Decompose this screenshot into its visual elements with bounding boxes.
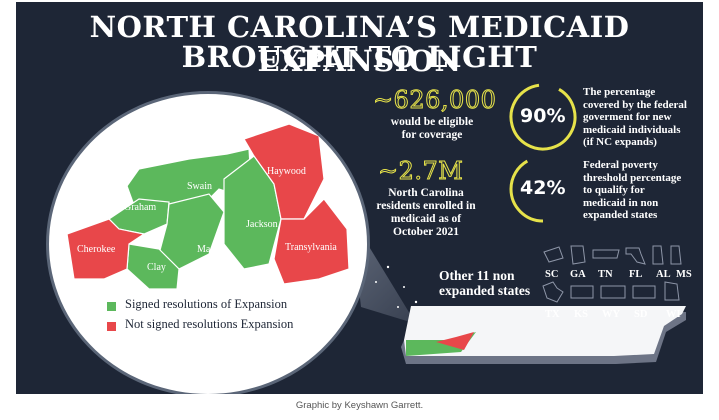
title-line-2: BROUGHT TO LIGHT [181, 40, 538, 74]
county-label-haywood: Haywood [267, 166, 306, 177]
ring-90-text-line: medicaid individuals [583, 123, 681, 136]
state-outlines-icon [542, 245, 682, 303]
ring-90-text: The percentage covered by the federal go… [583, 86, 687, 149]
county-label-graham: Graham [124, 202, 157, 213]
state-abbr-ms: MS [676, 269, 692, 280]
county-map-circle: Swain Graham Haywood Jackson Cherokee Ma… [46, 91, 370, 394]
ring-90-text-line: goverment for new [583, 111, 672, 123]
state-abbr-tx: TX [545, 309, 560, 320]
county-label-transylvania: Transylvania [285, 242, 337, 253]
stat-enrolled-value: ~2.7M [377, 157, 464, 186]
county-label-jackson: Jackson [246, 219, 278, 230]
state-abbr-sc: SC [545, 269, 559, 280]
legend-green-swatch [107, 302, 116, 311]
stat-eligible-value: ~626,000 [372, 86, 497, 115]
state-abbr-fl: FL [629, 269, 643, 280]
legend-green-label: Signed resolutions of Expansion [125, 297, 288, 311]
ring-90-text-line: covered by the federal [583, 98, 687, 111]
state-abbr-tn: TN [598, 269, 613, 280]
state-abbr-ga: GA [570, 269, 586, 280]
ring-42-text-line: expanded states [583, 209, 658, 221]
stat-eligible-text: would be eligible for coverage [373, 116, 491, 142]
county-label-cherokee: Cherokee [77, 244, 116, 255]
county-label-clay: Clay [147, 262, 166, 273]
north-carolina-map-icon [401, 306, 686, 364]
stat-enrolled-text: North Carolina residents enrolled in med… [366, 187, 486, 239]
infographic: NORTH CAROLINA’S MEDICAID EXPANSION BROU… [16, 2, 703, 394]
title-line-1: NORTH CAROLINA’S MEDICAID EXPANSION [89, 10, 630, 78]
ring-42-text-line: to qualify for [583, 184, 645, 196]
stat-enrolled-text-line: North Carolina [388, 187, 464, 199]
state-abbr-sd: SD [634, 309, 648, 320]
ring-42-text-line: Federal poverty [583, 159, 658, 171]
stat-enrolled-text-line: medicaid as of [390, 213, 462, 225]
state-abbr-wy: WY [602, 309, 621, 320]
stat-eligible-text-line: would be eligible [390, 116, 474, 128]
legend-red-label: Not signed resolutions Expansion [125, 317, 294, 331]
ring-42-text-line: medicaid in non [583, 196, 659, 209]
image-caption: Graphic by Keyshawn Garrett. [295, 400, 424, 411]
state-abbr-wi: WI [666, 309, 681, 320]
ring-42-text: Federal poverty threshold percentage to … [583, 159, 681, 222]
ring-42-icon [509, 155, 577, 223]
western-nc-county-map [66, 123, 350, 290]
ring-90-value: 90% [520, 105, 566, 127]
other-states-label-line: expanded states [439, 283, 531, 298]
ring-90-icon [509, 83, 577, 151]
stat-enrolled-text-line: October 2021 [393, 226, 459, 238]
legend-red-swatch [107, 322, 116, 331]
stat-eligible-text-line: for coverage [401, 129, 463, 141]
ring-90-text-line: The percentage [583, 86, 656, 98]
ring-42-value: 42% [520, 177, 566, 199]
ring-42-text-line: threshold percentage [583, 171, 682, 184]
ring-90-text-line: (if NC expands) [583, 136, 657, 148]
state-abbr-al: AL [656, 269, 671, 280]
state-abbr-ks: KS [574, 309, 589, 320]
county-label-macon: Macon [197, 244, 225, 255]
county-label-swain: Swain [187, 181, 212, 192]
other-states-label: Other 11 non expanded states [439, 268, 530, 298]
other-states-label-line: Other 11 non [439, 268, 515, 283]
stat-enrolled-text-line: residents enrolled in [376, 200, 476, 212]
